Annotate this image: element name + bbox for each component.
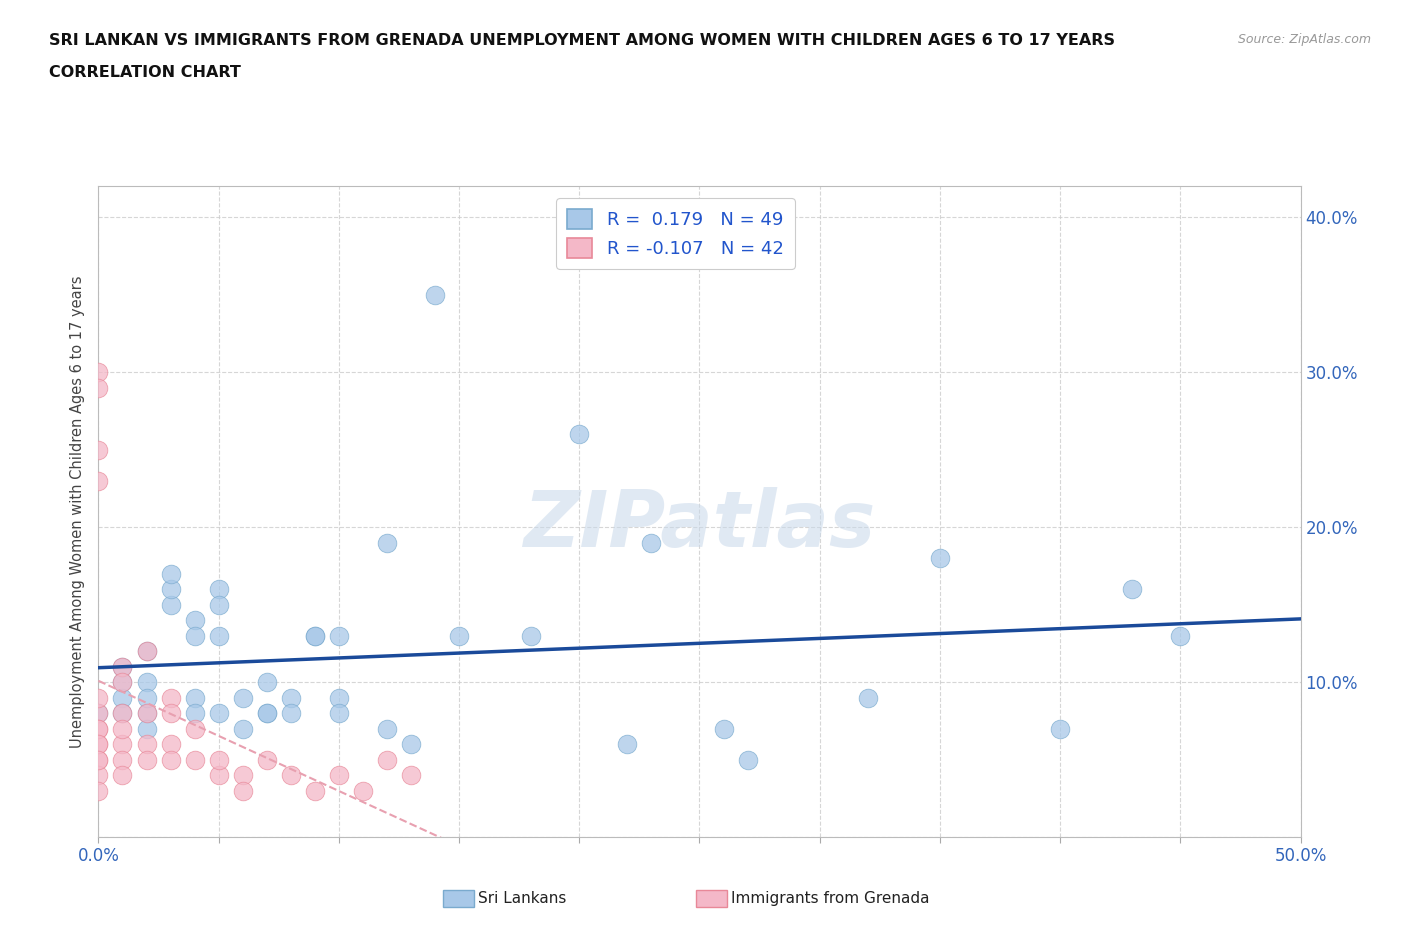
- Text: Source: ZipAtlas.com: Source: ZipAtlas.com: [1237, 33, 1371, 46]
- Point: [159, 566, 181, 581]
- Point: [375, 721, 398, 736]
- Point: [256, 752, 278, 767]
- Point: [87, 721, 110, 736]
- Point: [928, 551, 950, 565]
- Point: [1049, 721, 1071, 736]
- Point: [111, 690, 134, 705]
- Point: [280, 706, 302, 721]
- Point: [135, 644, 157, 658]
- Point: [208, 628, 231, 643]
- Point: [87, 752, 110, 767]
- Point: [399, 737, 422, 751]
- Point: [447, 628, 470, 643]
- Point: [111, 706, 134, 721]
- Point: [87, 737, 110, 751]
- Point: [304, 628, 326, 643]
- Point: [87, 783, 110, 798]
- Point: [159, 581, 181, 596]
- Point: [208, 597, 231, 612]
- Y-axis label: Unemployment Among Women with Children Ages 6 to 17 years: Unemployment Among Women with Children A…: [70, 275, 86, 748]
- Point: [111, 767, 134, 782]
- Point: [111, 721, 134, 736]
- Point: [328, 767, 350, 782]
- Text: ZIPatlas: ZIPatlas: [523, 486, 876, 563]
- Point: [328, 706, 350, 721]
- Point: [135, 706, 157, 721]
- Point: [87, 706, 110, 721]
- Point: [111, 737, 134, 751]
- Point: [87, 737, 110, 751]
- Point: [256, 674, 278, 689]
- Point: [87, 690, 110, 705]
- Point: [159, 706, 181, 721]
- Point: [232, 690, 254, 705]
- Point: [568, 427, 591, 442]
- Point: [208, 767, 231, 782]
- Point: [304, 628, 326, 643]
- Point: [183, 628, 205, 643]
- Point: [304, 783, 326, 798]
- Point: [111, 752, 134, 767]
- Point: [87, 767, 110, 782]
- Point: [111, 674, 134, 689]
- Text: Immigrants from Grenada: Immigrants from Grenada: [731, 891, 929, 906]
- Point: [183, 721, 205, 736]
- Point: [208, 581, 231, 596]
- Point: [737, 752, 759, 767]
- Point: [111, 659, 134, 674]
- Legend: R =  0.179   N = 49, R = -0.107   N = 42: R = 0.179 N = 49, R = -0.107 N = 42: [557, 198, 794, 269]
- Point: [183, 752, 205, 767]
- Point: [280, 767, 302, 782]
- Point: [399, 767, 422, 782]
- Point: [135, 721, 157, 736]
- Point: [232, 767, 254, 782]
- Point: [135, 752, 157, 767]
- Point: [111, 706, 134, 721]
- Point: [423, 287, 446, 302]
- Point: [1170, 628, 1192, 643]
- Point: [159, 690, 181, 705]
- Text: CORRELATION CHART: CORRELATION CHART: [49, 65, 240, 80]
- Point: [208, 706, 231, 721]
- Point: [1121, 581, 1143, 596]
- Point: [87, 365, 110, 379]
- Point: [183, 690, 205, 705]
- Point: [352, 783, 374, 798]
- Point: [328, 690, 350, 705]
- Point: [256, 706, 278, 721]
- Point: [87, 473, 110, 488]
- Point: [87, 442, 110, 457]
- Point: [713, 721, 735, 736]
- Point: [111, 659, 134, 674]
- Point: [111, 674, 134, 689]
- Point: [135, 644, 157, 658]
- Point: [183, 706, 205, 721]
- Point: [135, 674, 157, 689]
- Point: [616, 737, 638, 751]
- Point: [87, 706, 110, 721]
- Point: [375, 752, 398, 767]
- Point: [159, 597, 181, 612]
- Point: [232, 783, 254, 798]
- Point: [159, 752, 181, 767]
- Point: [375, 535, 398, 550]
- Point: [256, 706, 278, 721]
- Point: [87, 721, 110, 736]
- Text: Sri Lankans: Sri Lankans: [478, 891, 567, 906]
- Point: [135, 737, 157, 751]
- Point: [159, 737, 181, 751]
- Text: SRI LANKAN VS IMMIGRANTS FROM GRENADA UNEMPLOYMENT AMONG WOMEN WITH CHILDREN AGE: SRI LANKAN VS IMMIGRANTS FROM GRENADA UN…: [49, 33, 1115, 47]
- Point: [135, 706, 157, 721]
- Point: [208, 752, 231, 767]
- Point: [856, 690, 879, 705]
- Point: [640, 535, 662, 550]
- Point: [232, 721, 254, 736]
- Point: [183, 613, 205, 628]
- Point: [328, 628, 350, 643]
- Point: [135, 690, 157, 705]
- Point: [87, 752, 110, 767]
- Point: [280, 690, 302, 705]
- Point: [520, 628, 543, 643]
- Point: [87, 380, 110, 395]
